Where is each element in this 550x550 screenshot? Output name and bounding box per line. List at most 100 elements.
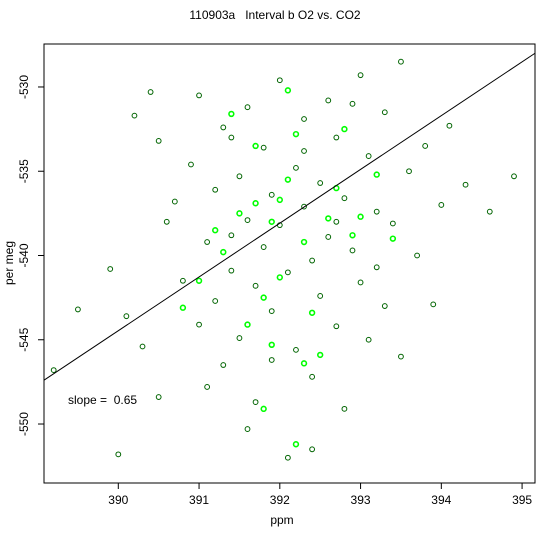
point xyxy=(349,100,356,107)
point xyxy=(244,321,251,328)
point xyxy=(204,239,211,245)
point xyxy=(284,269,291,276)
point xyxy=(341,125,348,133)
point xyxy=(50,367,57,373)
point xyxy=(333,218,340,225)
point xyxy=(252,200,259,207)
point xyxy=(414,252,420,259)
point xyxy=(406,168,412,175)
point xyxy=(75,306,81,313)
point xyxy=(228,267,235,274)
point xyxy=(357,72,364,79)
point xyxy=(220,124,227,131)
point xyxy=(284,87,292,94)
point xyxy=(260,294,267,301)
point xyxy=(389,235,397,242)
point xyxy=(212,298,219,304)
point xyxy=(398,353,404,360)
point xyxy=(268,357,275,363)
point xyxy=(131,112,138,119)
point xyxy=(268,341,275,349)
point xyxy=(236,335,243,341)
y-tick-label: -545 xyxy=(17,327,31,351)
chart-title: 110903a Interval b O2 vs. CO2 xyxy=(189,8,361,22)
point xyxy=(107,266,114,272)
point xyxy=(220,362,227,368)
point xyxy=(365,336,372,343)
point xyxy=(389,220,396,227)
x-tick-label: 391 xyxy=(189,493,209,507)
point xyxy=(204,384,211,390)
point xyxy=(228,232,235,239)
point xyxy=(276,77,283,84)
point xyxy=(357,279,364,286)
point xyxy=(357,213,364,220)
point xyxy=(349,247,356,254)
y-tick-label: -550 xyxy=(17,412,31,436)
point xyxy=(422,143,429,149)
point xyxy=(179,304,187,311)
point xyxy=(381,303,388,309)
point xyxy=(373,264,380,271)
point xyxy=(180,277,186,284)
point xyxy=(381,109,388,116)
point xyxy=(325,215,332,222)
point xyxy=(284,176,292,183)
point xyxy=(236,210,243,217)
point xyxy=(115,451,122,458)
point xyxy=(244,104,251,111)
x-tick-label: 394 xyxy=(431,493,451,507)
point xyxy=(292,441,300,448)
slope-annotation: slope = 0.65 xyxy=(68,393,137,407)
point xyxy=(300,360,308,367)
point xyxy=(365,153,372,159)
point xyxy=(123,313,130,320)
point xyxy=(341,405,348,412)
point xyxy=(212,227,219,234)
trend-line xyxy=(43,52,536,381)
point xyxy=(438,202,445,208)
point xyxy=(309,373,316,380)
x-tick-label: 390 xyxy=(108,493,128,507)
point xyxy=(244,426,251,432)
point xyxy=(268,308,275,315)
point xyxy=(317,293,324,299)
point xyxy=(300,238,308,246)
point xyxy=(316,351,324,359)
point xyxy=(260,405,267,413)
point xyxy=(373,171,380,178)
point xyxy=(228,110,235,118)
point xyxy=(333,323,340,330)
point xyxy=(252,142,259,150)
point xyxy=(308,309,316,316)
point xyxy=(244,217,251,224)
x-tick-label: 392 xyxy=(270,493,290,507)
plot-frame xyxy=(43,43,536,484)
point xyxy=(317,180,324,186)
point xyxy=(155,394,162,400)
point xyxy=(171,198,178,205)
point xyxy=(325,97,332,104)
point xyxy=(430,301,437,308)
point xyxy=(333,134,340,141)
point xyxy=(147,89,154,95)
point xyxy=(252,282,259,289)
point xyxy=(486,208,493,215)
point xyxy=(260,244,267,250)
point xyxy=(212,186,219,193)
point xyxy=(228,134,235,141)
point xyxy=(309,257,316,264)
point xyxy=(293,164,299,171)
point xyxy=(301,148,307,154)
point xyxy=(325,234,332,240)
x-tick-label: 393 xyxy=(351,493,371,507)
point xyxy=(196,92,202,99)
point xyxy=(268,191,275,198)
y-tick-label: -530 xyxy=(17,75,31,99)
point xyxy=(292,130,300,138)
point xyxy=(349,232,356,239)
point xyxy=(446,122,453,129)
point xyxy=(373,208,380,215)
point xyxy=(252,399,259,406)
